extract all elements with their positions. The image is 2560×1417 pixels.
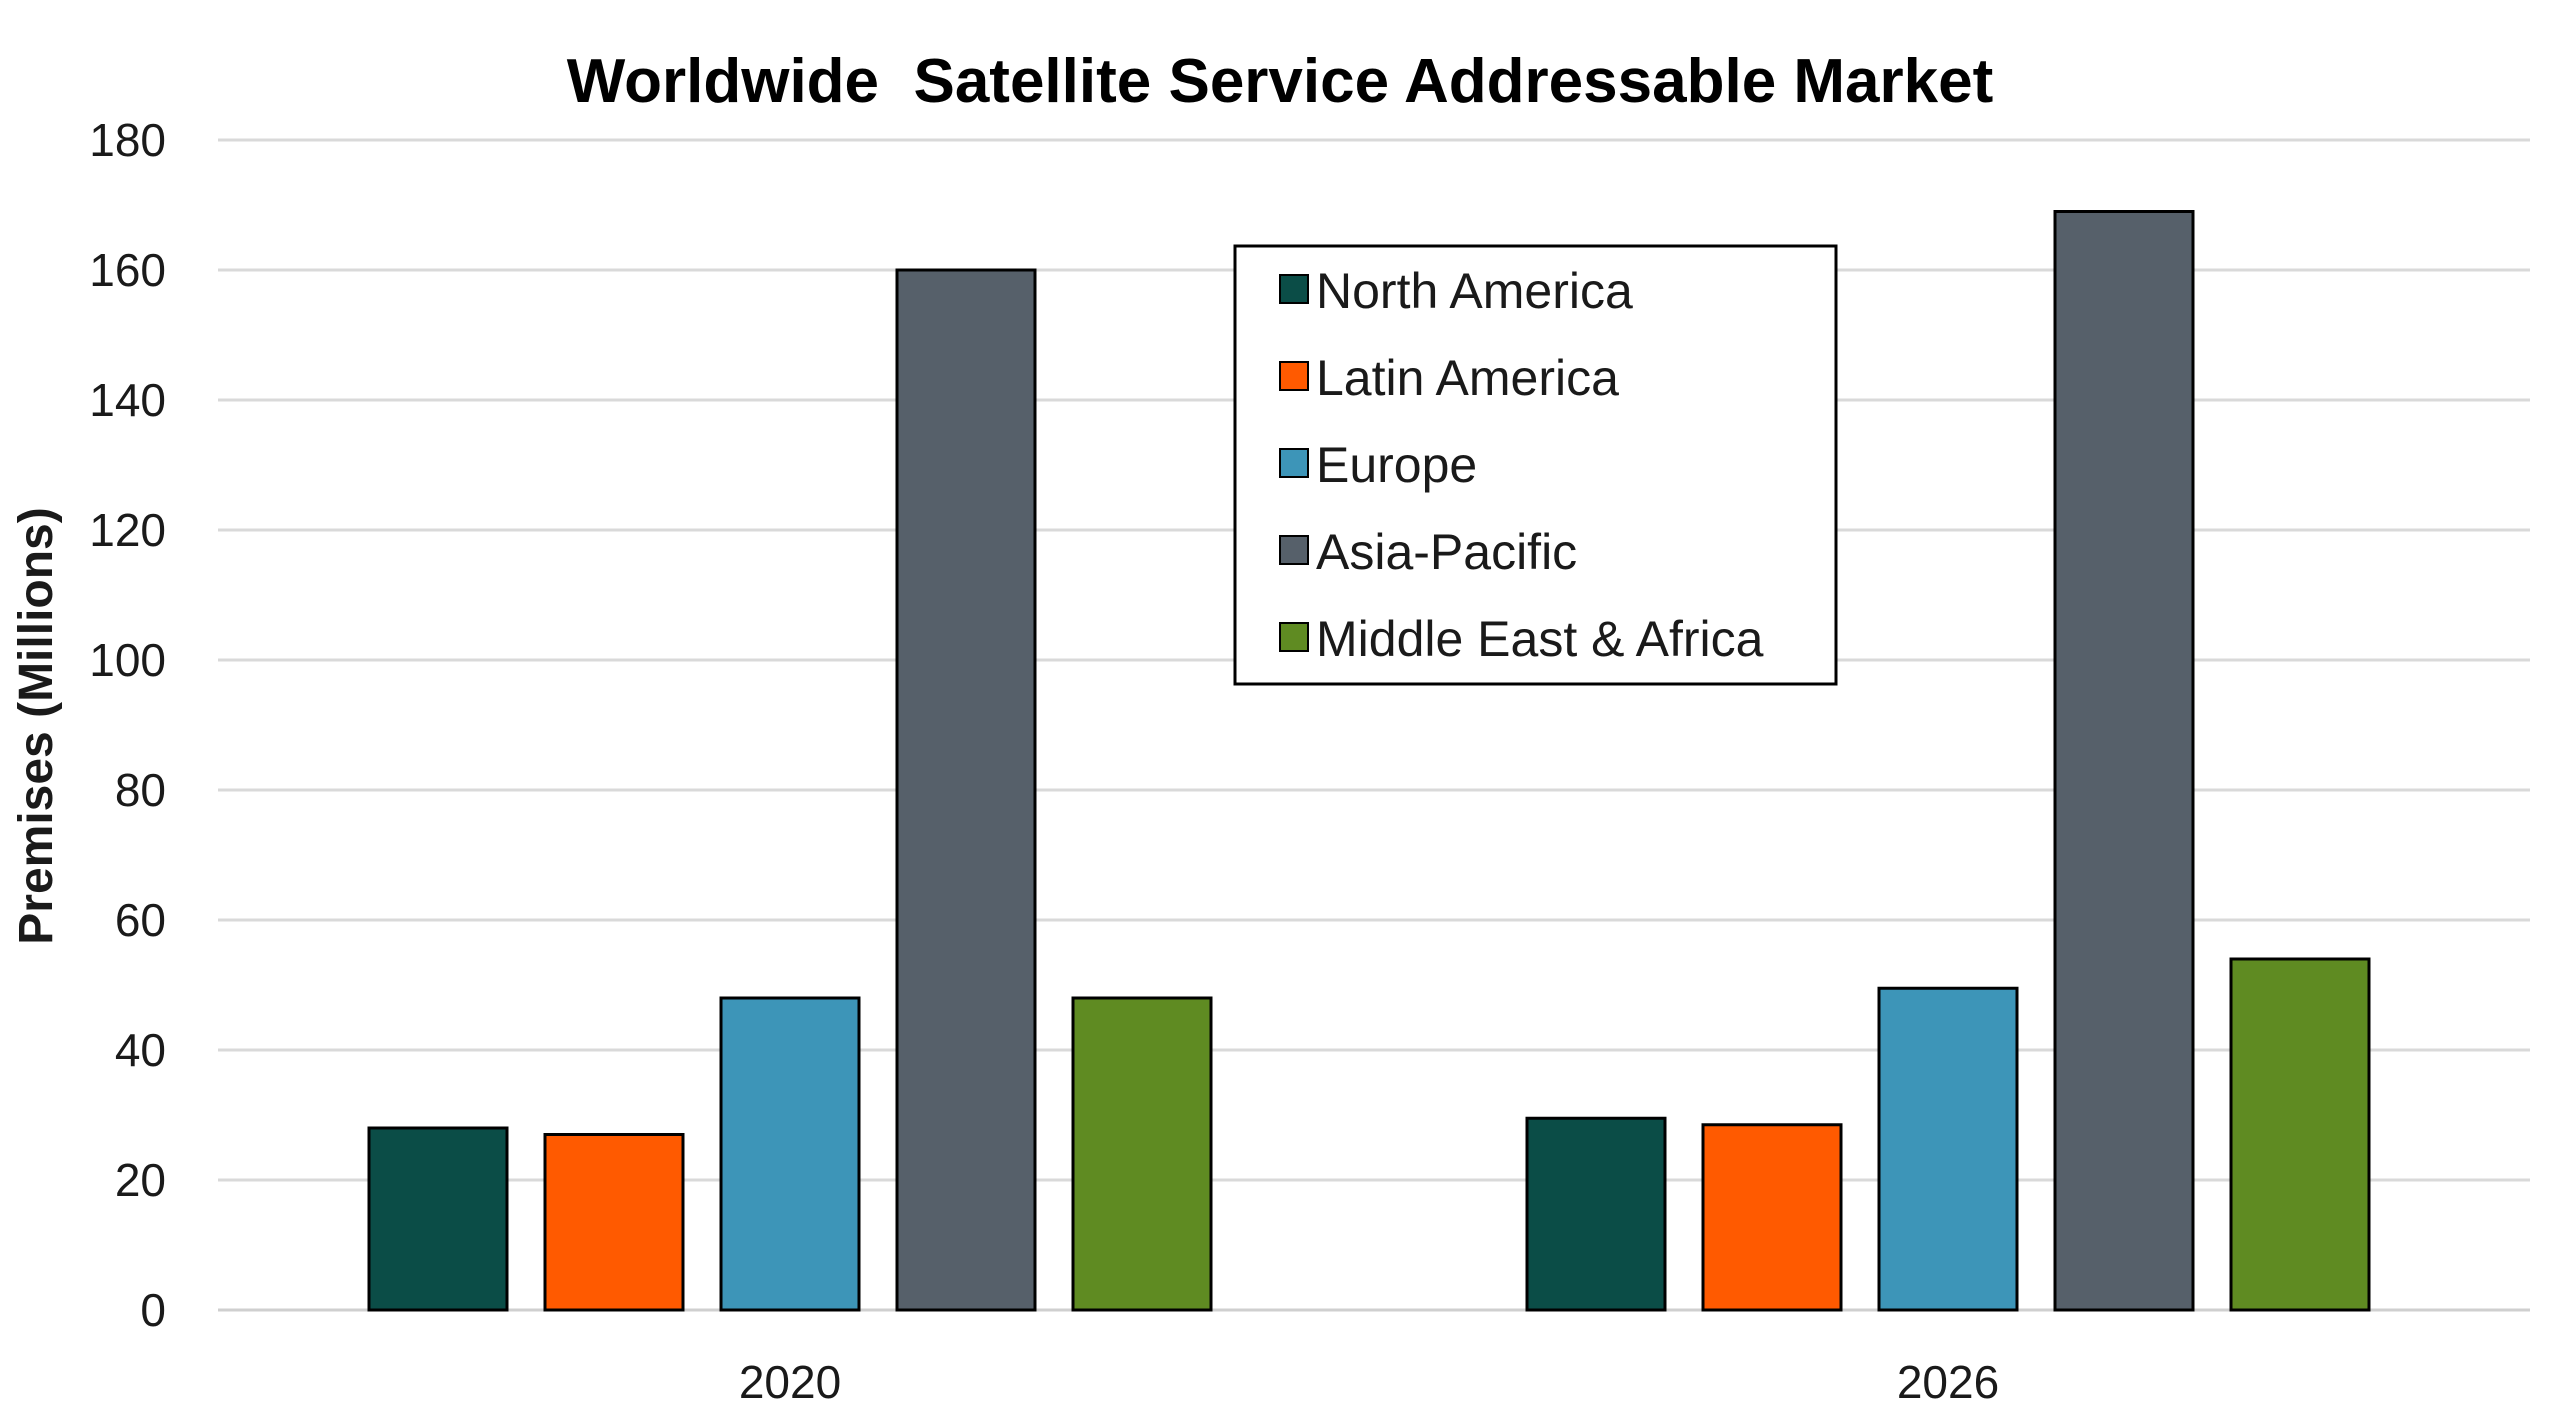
y-tick-label: 160 xyxy=(89,244,166,296)
bar-latin-america-2026 xyxy=(1701,1123,1843,1312)
y-tick-label: 100 xyxy=(89,634,166,686)
legend-swatch xyxy=(1279,448,1309,478)
y-tick-label: 80 xyxy=(115,764,166,816)
legend-label: Latin America xyxy=(1316,350,1619,406)
y-tick-label: 20 xyxy=(115,1154,166,1206)
legend: North America Latin America Europe Asia-Pac… xyxy=(1233,244,1838,686)
legend-box xyxy=(1233,244,1838,686)
bar-north-america-2020 xyxy=(367,1126,509,1312)
y-tick-label: 60 xyxy=(115,894,166,946)
legend-swatch xyxy=(1279,274,1309,304)
x-tick-label: 2020 xyxy=(739,1356,841,1408)
bars xyxy=(367,210,2371,1312)
y-tick-label: 40 xyxy=(115,1024,166,1076)
bar-north-america-2026 xyxy=(1525,1116,1667,1312)
bar-asia-pacific-2020 xyxy=(895,268,1037,1312)
legend-label: Asia-Pacific xyxy=(1316,524,1577,580)
legend-swatch xyxy=(1279,535,1309,565)
bar-europe-2026 xyxy=(1877,986,2019,1312)
y-tick-label: 0 xyxy=(140,1284,166,1336)
x-tick-label: 2026 xyxy=(1897,1356,1999,1408)
legend-label: North America xyxy=(1316,263,1633,319)
legend-label: Middle East & Africa xyxy=(1316,611,1764,667)
x-axis-ticks: 2020 2026 xyxy=(739,1356,1999,1408)
y-tick-label: 180 xyxy=(89,114,166,166)
bar-middle-east-africa-2026 xyxy=(2229,957,2371,1312)
legend-swatch xyxy=(1279,361,1309,391)
legend-label: Europe xyxy=(1316,437,1477,493)
legend-items: North America Latin America Europe Asia-Pac… xyxy=(1279,263,1764,667)
bar-europe-2020 xyxy=(719,996,861,1312)
bar-middle-east-africa-2020 xyxy=(1071,996,1213,1312)
chart-title: Worldwide Satellite Service Addressable … xyxy=(567,47,1994,116)
legend-swatch xyxy=(1279,622,1309,652)
bar-asia-pacific-2026 xyxy=(2053,210,2195,1312)
y-tick-label: 140 xyxy=(89,374,166,426)
y-axis-ticks: 0 20 40 60 80 100 120 140 160 180 xyxy=(89,114,166,1336)
y-tick-label: 120 xyxy=(89,504,166,556)
bar-latin-america-2020 xyxy=(543,1133,685,1312)
y-axis-label: Premises (Millions) xyxy=(10,507,63,944)
